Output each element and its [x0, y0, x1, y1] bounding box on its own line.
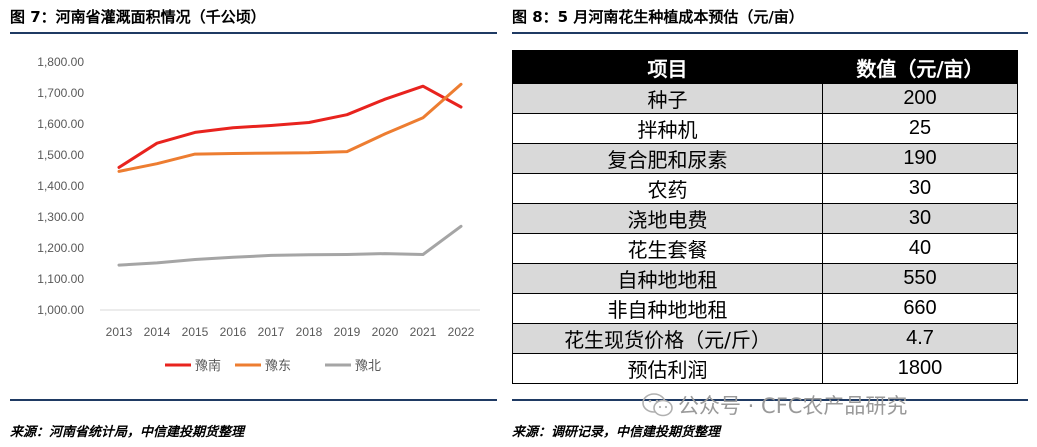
- table-cell-value: 25: [822, 113, 1018, 144]
- table-row: 拌种机 25: [512, 113, 1018, 144]
- table-cell-item: 复合肥和尿素: [512, 143, 823, 174]
- footer-rule-right: [512, 399, 1028, 401]
- x-tick-label: 2014: [144, 325, 171, 339]
- table-cell-item: 农药: [512, 173, 823, 204]
- table-cell-value: 1800: [822, 353, 1018, 384]
- table-cell-value: 190: [822, 143, 1018, 174]
- y-tick-label: 1,300.00: [37, 210, 84, 224]
- y-tick-label: 1,100.00: [37, 272, 84, 286]
- table-row: 农药 30: [512, 173, 1018, 204]
- x-tick-label: 2020: [372, 325, 399, 339]
- chart-title: 图 7：河南省灌溉面积情况（千公顷）: [10, 8, 266, 26]
- plot-area: [117, 82, 463, 267]
- table-cell-value: 660: [822, 293, 1018, 324]
- table-source: 来源：调研记录，中信建投期货整理: [512, 425, 721, 440]
- table-cell-item: 拌种机: [512, 113, 823, 144]
- table-row: 花生套餐 40: [512, 233, 1018, 264]
- series-line: [117, 84, 463, 169]
- y-tick-label: 1,500.00: [37, 148, 84, 162]
- y-tick-label: 1,800.00: [37, 55, 84, 69]
- table-cell-item: 浇地电费: [512, 203, 823, 234]
- column-header-value: 数值（元/亩）: [822, 50, 1018, 84]
- table-row: 复合肥和尿素 190: [512, 143, 1018, 174]
- line-chart: 1,000.00 1,100.00 1,200.00 1,300.00 1,400.00…: [37, 55, 480, 374]
- legend: 豫南 豫东 豫北: [165, 358, 381, 374]
- wechat-icon: [642, 393, 673, 417]
- table-cell-item: 花生现货价格（元/斤）: [512, 323, 823, 354]
- table-cell-item: 非自种地地租: [512, 293, 823, 324]
- x-tick-label: 2021: [410, 325, 437, 339]
- watermark: 公众号 · CFC农产品研究: [678, 394, 908, 418]
- y-tick-label: 1,400.00: [37, 179, 84, 193]
- title-rule-left: [10, 32, 497, 34]
- title-rule-right: [512, 32, 1028, 34]
- table-cell-value: 30: [822, 173, 1018, 204]
- table-row: 花生现货价格（元/斤） 4.7: [512, 323, 1018, 354]
- x-tick-label: 2013: [106, 325, 133, 339]
- x-tick-label: 2022: [448, 325, 475, 339]
- table-row: 预估利润 1800: [512, 353, 1018, 384]
- table-title: 图 8：5 月河南花生种植成本预估（元/亩）: [512, 8, 804, 26]
- cost-table: 项目 数值（元/亩） 种子 200 拌种机 25 复合肥和尿素 190 农药 30 浇地电费 30…: [512, 50, 1018, 384]
- table-row: 非自种地地租 660: [512, 293, 1018, 324]
- table-cell-item: 预估利润: [512, 353, 823, 384]
- x-tick-label: 2018: [296, 325, 323, 339]
- table-row: 种子 200: [512, 83, 1018, 114]
- series-line: [117, 224, 463, 267]
- y-tick-label: 1,000.00: [37, 303, 84, 317]
- x-axis: 2013 2014 2015 2016 2017 2018 2019 2020 2021 2022: [106, 325, 475, 339]
- y-tick-label: 1,200.00: [37, 241, 84, 255]
- legend-label: 豫北: [355, 359, 381, 374]
- y-tick-label: 1,700.00: [37, 86, 84, 100]
- x-tick-label: 2016: [220, 325, 247, 339]
- table-cell-value: 550: [822, 263, 1018, 294]
- series-line: [117, 82, 463, 173]
- table-cell-item: 花生套餐: [512, 233, 823, 264]
- x-tick-label: 2019: [334, 325, 361, 339]
- table-row: 自种地地租 550: [512, 263, 1018, 294]
- table-cell-item: 种子: [512, 83, 823, 114]
- y-axis: 1,000.00 1,100.00 1,200.00 1,300.00 1,400.00…: [37, 55, 84, 317]
- legend-label: 豫东: [265, 359, 291, 374]
- table-cell-value: 30: [822, 203, 1018, 234]
- chart-source: 来源：河南省统计局，中信建投期货整理: [10, 425, 245, 440]
- legend-label: 豫南: [195, 358, 221, 374]
- column-header-item: 项目: [512, 50, 823, 84]
- table-cell-value: 40: [822, 233, 1018, 264]
- table-cell-value: 4.7: [822, 323, 1018, 354]
- footer-rule-left: [10, 399, 497, 401]
- y-tick-label: 1,600.00: [37, 117, 84, 131]
- table-cell-item: 自种地地租: [512, 263, 823, 294]
- table-cell-value: 200: [822, 83, 1018, 114]
- table-header-row: 项目 数值（元/亩）: [512, 50, 1018, 84]
- table-row: 浇地电费 30: [512, 203, 1018, 234]
- x-tick-label: 2015: [182, 325, 209, 339]
- x-tick-label: 2017: [258, 325, 285, 339]
